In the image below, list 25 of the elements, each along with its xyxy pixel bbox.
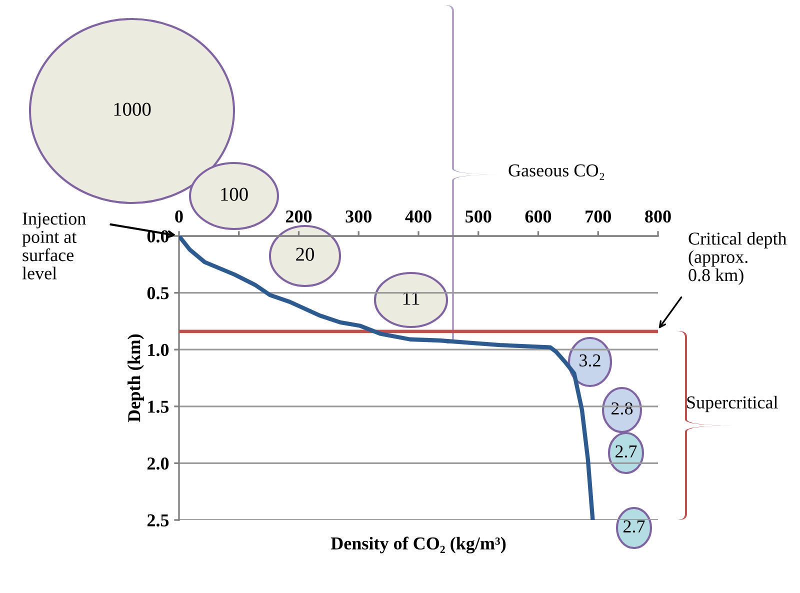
text: 1000 bbox=[114, 102, 151, 116]
x-tick-label: 700 bbox=[586, 210, 611, 223]
x-tick-label: 500 bbox=[466, 210, 492, 223]
y-tick-label: 2.5 bbox=[147, 514, 169, 527]
x-tick-label: 0 bbox=[175, 210, 183, 223]
x-tick-label: 800 bbox=[645, 210, 671, 223]
y-axis-title: Depth (km) bbox=[128, 334, 144, 422]
ref-line-label: Critical depth (approx. 0.8 km) bbox=[688, 232, 787, 285]
x-axis-title: Density of CO₂ (kg/m³) bbox=[330, 536, 506, 554]
y-tick-label: 1.0 bbox=[148, 344, 169, 356]
x-tick-label: 300 bbox=[346, 210, 372, 223]
x-tick-label: 400 bbox=[405, 210, 432, 223]
text: 100 bbox=[221, 188, 248, 201]
x-tick-label: 600 bbox=[525, 210, 552, 223]
y-tick-label: 0.5 bbox=[147, 287, 169, 300]
text: Injection point at surface level bbox=[22, 212, 86, 280]
annotation: 3.2 bbox=[580, 354, 600, 367]
text: Gaseous CO₂ bbox=[508, 164, 604, 180]
text: 2.7 bbox=[624, 520, 645, 533]
text: Supercritical bbox=[687, 396, 778, 412]
y-tick-label: 1.5 bbox=[148, 400, 169, 413]
annotation: 20 bbox=[296, 248, 314, 261]
annotation: 2.7 bbox=[616, 445, 637, 458]
y-tick-label: 2.0 bbox=[147, 457, 169, 470]
x-tick-label: 200 bbox=[286, 210, 312, 223]
